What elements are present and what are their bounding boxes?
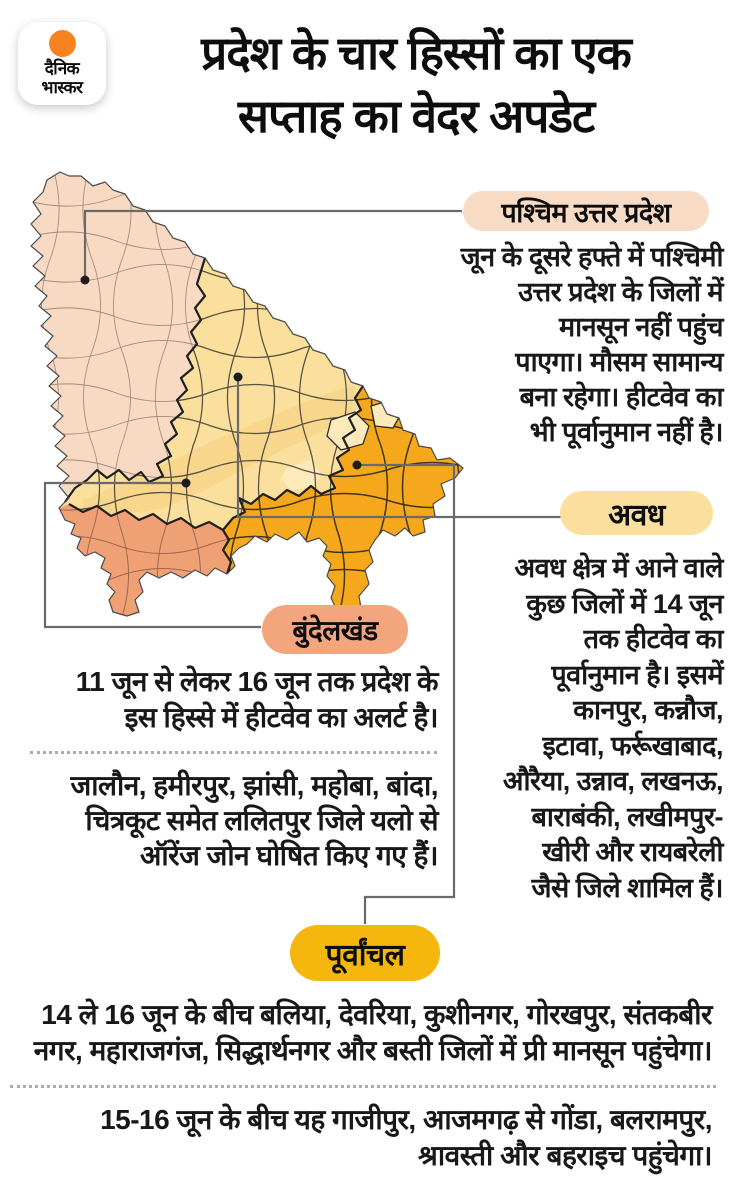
logo-line2: भास्कर: [41, 78, 83, 97]
purvanchal-forecast-text-2: 15-16 जून के बीच यह गाजीपुर, आजमगढ़ से ग…: [100, 1104, 712, 1171]
page-title: प्रदेश के चार हिस्सों का एक सप्ताह का वे…: [201, 27, 632, 142]
bundelkhand-forecast-text-2: जालौन, हमीरपुर, झांसी, महोबा, बांदा, चित…: [70, 770, 438, 871]
awadh-forecast-text: अवध क्षेत्र में आने वाले कुछ जिलों में 1…: [502, 553, 724, 903]
region-pill-west: पश्चिम उत्तर प्रदेश: [463, 191, 709, 231]
region-pill-bundelkhand: बुंदेलखंड: [262, 605, 408, 654]
sun-icon: [49, 30, 76, 57]
dotted-divider: [10, 1085, 716, 1088]
west-forecast-text: जून के दूसरे हफ्ते में पश्चिमी उत्तर प्र…: [460, 242, 724, 447]
region-pill-awadh: अवध: [560, 491, 713, 535]
zone-border-west: [64, 257, 207, 503]
logo-text: दैनिक भास्कर: [18, 59, 106, 97]
logo-line1: दैनिक: [44, 59, 80, 78]
dainik-bhaskar-logo: दैनिक भास्कर: [18, 22, 106, 105]
purvanchal-forecast-text-1: 14 ले 16 जून के बीच बलिया, देवरिया, कुशी…: [33, 999, 713, 1066]
bundelkhand-forecast-text-1: 11 जून से लेकर 16 जून तक प्रदेश के इस हि…: [75, 666, 439, 733]
dotted-divider: [30, 751, 437, 754]
region-pill-purvanchal: पूर्वांचल: [290, 925, 440, 981]
